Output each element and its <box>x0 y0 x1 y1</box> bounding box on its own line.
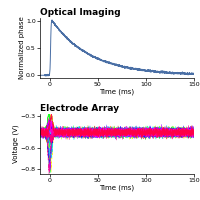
Y-axis label: Voltage (V): Voltage (V) <box>13 125 19 163</box>
X-axis label: Time (ms): Time (ms) <box>99 185 135 191</box>
Y-axis label: Normalized phase: Normalized phase <box>19 17 25 79</box>
X-axis label: Time (ms): Time (ms) <box>99 89 135 95</box>
Text: Optical Imaging: Optical Imaging <box>40 8 121 17</box>
Text: Electrode Array: Electrode Array <box>40 104 119 113</box>
